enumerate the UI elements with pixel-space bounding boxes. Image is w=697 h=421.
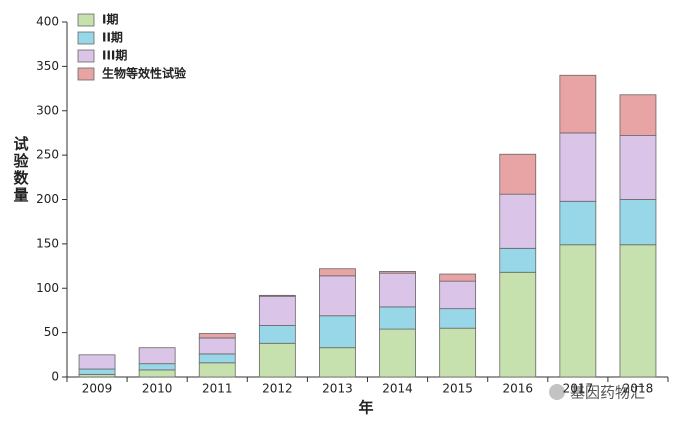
bar-segment: [619, 199, 657, 246]
bar-segment: [258, 294, 296, 297]
bar-segment: [138, 347, 176, 365]
bar-segment: [198, 333, 236, 339]
x-tick-label: 2016: [502, 382, 533, 396]
bar-segment: [619, 244, 657, 378]
y-tick-label: 100: [36, 281, 59, 295]
bar-segment: [619, 94, 657, 137]
bar-segment: [379, 306, 416, 330]
legend-swatch: [77, 49, 95, 63]
bar-segment: [138, 369, 176, 378]
y-tick-label: 200: [36, 192, 59, 206]
bar-segment: [319, 268, 356, 277]
x-tick-label: 2010: [142, 382, 173, 396]
bar-segment: [559, 74, 597, 134]
bar-segment: [78, 368, 116, 375]
bar-segment: [258, 295, 296, 326]
bar-segment: [439, 308, 477, 329]
bar-segment: [379, 272, 416, 308]
x-tick-label: 2017: [563, 382, 594, 396]
x-tick-label: 2015: [442, 382, 473, 396]
x-tick-label: 2011: [202, 382, 233, 396]
bar-segment: [319, 347, 356, 378]
bar-segment: [379, 270, 416, 274]
bar-segment: [198, 337, 236, 355]
bar-segment: [78, 354, 116, 370]
bar-segment: [439, 327, 477, 378]
bar-segment: [559, 200, 597, 246]
x-axis-label: 年: [358, 399, 373, 417]
y-tick-label: 300: [36, 103, 59, 117]
legend-swatch: [77, 31, 95, 45]
x-tick-label: 2018: [623, 382, 654, 396]
legend-swatch: [77, 67, 95, 81]
y-axis-label: 试验数量: [12, 135, 30, 204]
bar-segment: [379, 328, 416, 378]
bar-segment: [559, 244, 597, 378]
bar-segment: [319, 315, 356, 349]
bar-segment: [258, 325, 296, 344]
bar-segment: [198, 353, 236, 364]
bar-segment: [439, 280, 477, 310]
legend-label: 生物等效性试验: [102, 66, 187, 81]
x-tick-label: 2012: [262, 382, 293, 396]
y-tick-label: 400: [36, 15, 59, 29]
bar-segment: [258, 342, 296, 378]
legend-label: I期: [102, 12, 118, 27]
legend-label: III期: [102, 48, 127, 63]
y-tick-label: 150: [36, 236, 59, 250]
bar-segment: [619, 135, 657, 200]
bar-segment: [499, 247, 537, 273]
bar-segment: [138, 363, 176, 371]
bar-segment: [439, 273, 477, 282]
watermark: 基因药物汇: [570, 384, 645, 402]
y-tick-label: 0: [51, 370, 59, 384]
bar-segment: [559, 132, 597, 202]
bar-segment: [499, 153, 537, 195]
y-tick-label: 50: [44, 325, 59, 339]
y-tick-label: 350: [36, 59, 59, 73]
x-tick-label: 2013: [322, 382, 353, 396]
watermark-icon: [549, 384, 565, 400]
legend-swatch: [77, 13, 95, 27]
x-tick-label: 2009: [82, 382, 113, 396]
legend-label: II期: [102, 30, 123, 45]
bar-segment: [499, 193, 537, 249]
y-tick-label: 250: [36, 148, 59, 162]
bar-segment: [198, 362, 236, 378]
bar-segment: [319, 275, 356, 317]
bar-segment: [499, 271, 537, 378]
x-tick-label: 2014: [382, 382, 413, 396]
